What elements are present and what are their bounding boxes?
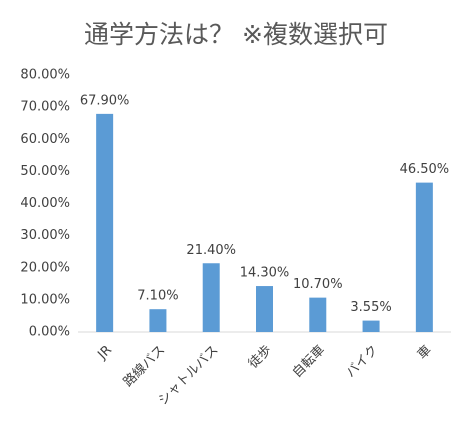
x-tick-label: 車 <box>415 343 435 363</box>
x-tick-label: バイク <box>343 343 381 381</box>
y-tick-label: 20.00% <box>20 260 70 275</box>
bar <box>202 263 220 332</box>
bar <box>96 113 114 332</box>
value-label: 7.10% <box>137 289 178 304</box>
value-label: 46.50% <box>400 162 450 177</box>
y-tick-label: 70.00% <box>20 100 70 115</box>
y-tick-label: 60.00% <box>20 132 70 147</box>
bar <box>256 286 273 332</box>
x-tick-label: 徒歩 <box>246 343 275 372</box>
value-label: 10.70% <box>293 277 343 292</box>
bar <box>309 297 327 332</box>
chart-title: 通学方法は？ ※複数選択可 <box>84 20 388 49</box>
value-label: 67.90% <box>80 93 130 108</box>
y-tick-label: 10.00% <box>20 292 70 307</box>
x-tick-label: 路線バス <box>120 342 168 390</box>
value-label: 3.55% <box>350 300 391 315</box>
y-tick-label: 80.00% <box>20 68 70 83</box>
bar <box>149 309 167 332</box>
y-tick-label: 0.00% <box>29 325 70 340</box>
value-label: 21.40% <box>186 243 236 258</box>
y-tick-label: 50.00% <box>20 164 70 179</box>
value-label: 14.30% <box>240 266 290 281</box>
bar <box>415 182 433 332</box>
bar <box>362 320 380 332</box>
x-tick-label: JR <box>95 343 115 363</box>
y-tick-label: 30.00% <box>20 228 70 243</box>
y-tick-label: 40.00% <box>20 196 70 211</box>
x-tick-label: 自転車 <box>290 343 328 381</box>
